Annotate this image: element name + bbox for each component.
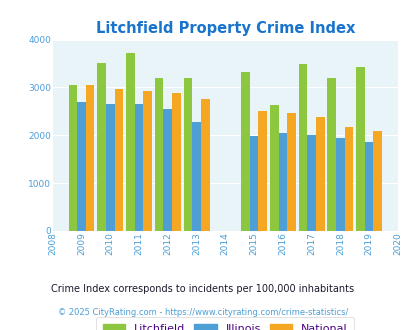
Text: Crime Index corresponds to incidents per 100,000 inhabitants: Crime Index corresponds to incidents per… [51, 284, 354, 294]
Title: Litchfield Property Crime Index: Litchfield Property Crime Index [96, 21, 354, 36]
Bar [126, 52, 134, 231]
Bar [172, 93, 180, 231]
Bar [114, 89, 123, 231]
Bar [326, 78, 335, 231]
Text: © 2025 CityRating.com - https://www.cityrating.com/crime-statistics/: © 2025 CityRating.com - https://www.city… [58, 308, 347, 317]
Bar [134, 104, 143, 231]
Bar [373, 130, 381, 231]
Bar [269, 105, 278, 231]
Bar [335, 138, 344, 231]
Bar [364, 143, 373, 231]
Bar [200, 99, 209, 231]
Bar [77, 102, 85, 231]
Bar [315, 117, 324, 231]
Bar [183, 78, 192, 231]
Bar [258, 111, 266, 231]
Bar [85, 85, 94, 231]
Bar [298, 63, 307, 231]
Bar [241, 72, 249, 231]
Bar [278, 133, 286, 231]
Bar [344, 127, 352, 231]
Legend: Litchfield, Illinois, National: Litchfield, Illinois, National [96, 317, 353, 330]
Bar [249, 136, 258, 231]
Bar [163, 109, 172, 231]
Bar [307, 135, 315, 231]
Bar [106, 104, 114, 231]
Bar [154, 78, 163, 231]
Bar [97, 63, 106, 231]
Bar [192, 122, 200, 231]
Bar [143, 91, 151, 231]
Bar [286, 113, 295, 231]
Bar [68, 85, 77, 231]
Bar [355, 67, 364, 231]
